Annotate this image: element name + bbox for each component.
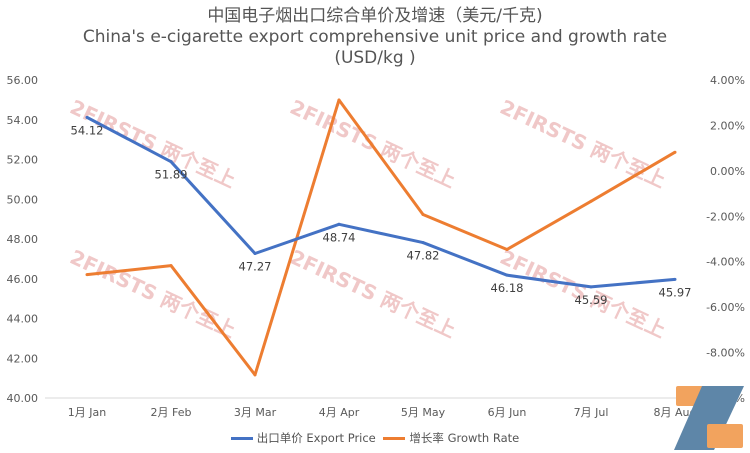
left-tick-label: 56.00	[7, 74, 39, 87]
growth-rate-point	[505, 247, 509, 251]
left-tick-label: 48.00	[7, 233, 39, 246]
growth-rate-point	[421, 212, 425, 216]
watermark: 2FIRSTS 两个至上	[66, 245, 239, 343]
legend-swatch-blue	[230, 437, 253, 440]
data-label-export-price: 47.27	[239, 260, 272, 274]
watermark: 2FIRSTS 两个至上	[286, 95, 459, 193]
growth-rate-point	[169, 264, 173, 268]
right-tick-label: -2.00%	[706, 210, 745, 223]
series-line-export-price	[86, 116, 676, 289]
x-tick-label: 4月 Apr	[319, 406, 360, 419]
x-tick-label: 8月 Aug	[654, 406, 697, 419]
export-price-point	[421, 241, 425, 245]
x-tick-label: 3月 Mar	[234, 406, 277, 419]
right-tick-label: 2.00%	[710, 119, 745, 132]
watermark: 2FIRSTS 两个至上	[66, 95, 239, 193]
x-tick-label: 6月 Jun	[488, 406, 527, 419]
legend-label: 增长率 Growth Rate	[409, 431, 520, 445]
legend-item-growth-rate[interactable]: 增长率 Growth Rate	[383, 430, 519, 446]
export-price-point	[337, 222, 341, 226]
left-tick-label: 52.00	[7, 154, 39, 167]
right-tick-label: 0.00%	[710, 165, 745, 178]
data-label-export-price: 46.18	[491, 281, 524, 295]
data-label-export-price: 54.12	[71, 123, 104, 137]
data-label-export-price: 48.74	[323, 230, 356, 244]
left-tick-label: 46.00	[7, 273, 39, 286]
left-tick-label: 40.00	[7, 392, 39, 405]
export-price-point	[253, 252, 257, 256]
legend-swatch-orange	[383, 437, 406, 440]
x-tick-label: 1月 Jan	[68, 406, 106, 419]
left-tick-label: 54.00	[7, 114, 39, 127]
brand-logo-icon	[674, 386, 744, 450]
data-label-export-price: 45.97	[659, 285, 692, 299]
growth-rate-point	[589, 199, 593, 203]
legend-item-export-price[interactable]: 出口单价 Export Price	[230, 430, 376, 446]
growth-rate-point	[85, 273, 89, 277]
series-line-growth-rate	[86, 98, 676, 377]
left-tick-label: 42.00	[7, 352, 39, 365]
chart-title-en: China's e-cigarette export comprehensive…	[82, 27, 668, 47]
growth-rate-point	[673, 150, 677, 154]
legend-label: 出口单价 Export Price	[256, 431, 376, 445]
x-tick-label: 7月 Jul	[574, 406, 609, 419]
growth-rate-point	[253, 373, 257, 377]
right-tick-label: -4.00%	[706, 256, 745, 269]
left-tick-label: 44.00	[7, 313, 39, 326]
watermark: 2FIRSTS 两个至上	[496, 95, 669, 193]
right-tick-label: -8.00%	[706, 347, 745, 360]
export-price-point	[505, 273, 509, 277]
export-price-point	[169, 160, 173, 164]
x-tick-label: 5月 May	[401, 406, 446, 419]
data-label-export-price: 45.59	[575, 293, 608, 307]
left-tick-label: 50.00	[7, 193, 39, 206]
chart-title-cn: 中国电子烟出口综合单价及增速（美元/千克)	[207, 6, 543, 26]
right-tick-label: 4.00%	[710, 74, 745, 87]
export-price-point	[673, 277, 677, 281]
right-tick-label: -6.00%	[706, 301, 745, 314]
chart-title-unit: (USD/kg )	[334, 48, 416, 68]
x-tick-label: 2月 Feb	[151, 406, 192, 419]
data-label-export-price: 47.82	[407, 249, 440, 263]
export-price-point	[85, 115, 89, 119]
data-label-export-price: 51.89	[155, 168, 188, 182]
export-price-point	[589, 285, 593, 289]
growth-rate-point	[337, 98, 341, 102]
legend: 出口单价 Export Price 增长率 Growth Rate	[0, 430, 750, 446]
